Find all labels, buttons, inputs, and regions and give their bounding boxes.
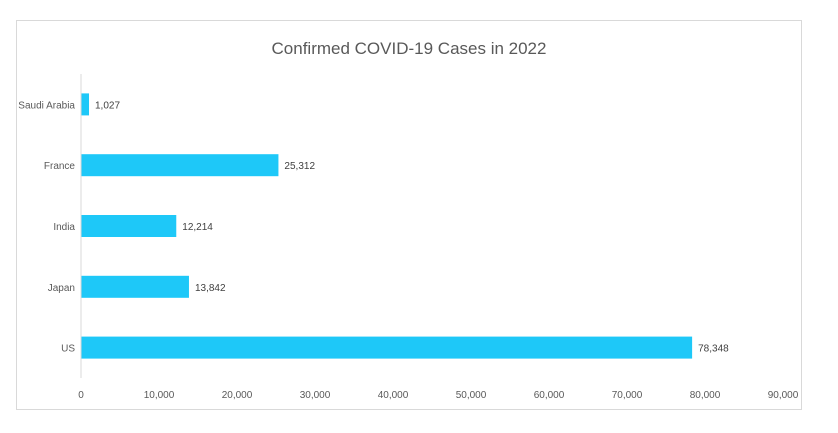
bar-saudi-arabia	[81, 93, 90, 116]
bar-india	[81, 215, 177, 237]
x-tick-label: 20,000	[222, 390, 253, 401]
category-label-saudi-arabia: Saudi Arabia	[18, 100, 75, 111]
x-tick-label: 10,000	[144, 390, 175, 401]
data-label-france: 25,312	[284, 161, 315, 172]
data-label-india: 12,214	[182, 222, 213, 233]
x-tick-label: 30,000	[300, 390, 331, 401]
category-label-india: India	[53, 222, 75, 233]
category-label-us: US	[61, 344, 75, 355]
x-tick-label: 60,000	[534, 390, 565, 401]
x-tick-label: 90,000	[768, 390, 799, 401]
x-tick-label: 80,000	[690, 390, 721, 401]
category-label-france: France	[44, 161, 76, 172]
x-tick-label: 50,000	[456, 390, 487, 401]
bar-us	[81, 336, 693, 359]
x-tick-label: 0	[78, 390, 84, 401]
data-label-saudi-arabia: 1,027	[95, 100, 120, 111]
x-tick-label: 40,000	[378, 390, 409, 401]
bar-japan	[81, 275, 189, 298]
data-label-us: 78,348	[698, 344, 729, 355]
x-tick-label: 70,000	[612, 390, 643, 401]
category-label-japan: Japan	[48, 283, 75, 294]
bar-france	[81, 154, 279, 177]
chart-title: Confirmed COVID-19 Cases in 2022	[271, 39, 547, 58]
data-label-japan: 13,842	[195, 283, 226, 294]
